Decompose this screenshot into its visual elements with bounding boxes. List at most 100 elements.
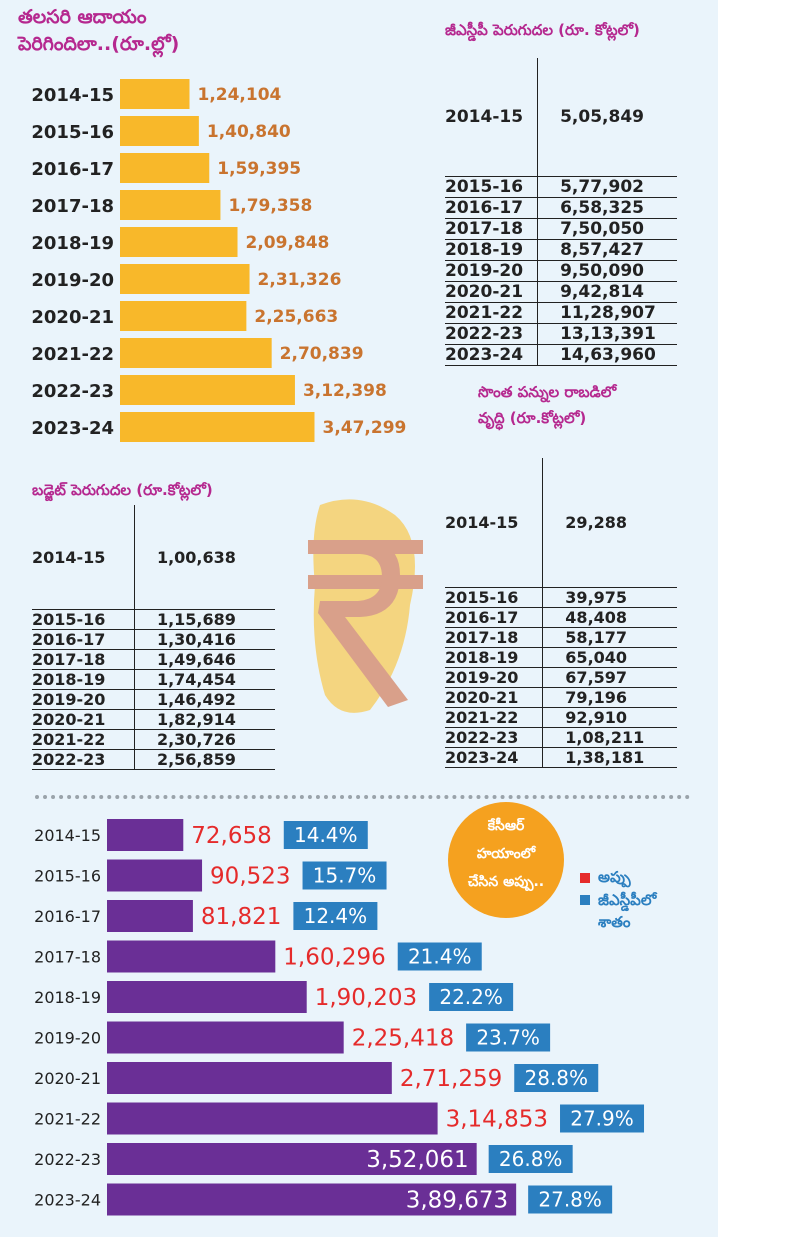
chart2-category-label: 2023-24: [34, 1191, 101, 1210]
table-value: 1,82,914: [134, 709, 275, 730]
table-value: 11,28,907: [537, 302, 677, 324]
badge-line1: కేసీఆర్: [487, 817, 525, 834]
chart1-title: తలసరి ఆదాయం పెరిగిందిలా..(రూ.ల్లో): [18, 4, 179, 57]
table-value: 1,00,638: [134, 505, 275, 610]
chart2-debt-label: 81,821: [201, 904, 281, 930]
tax-table-title-line1: సొంత పన్నుల రాబడిలో: [478, 383, 617, 401]
chart2-category-label: 2020-21: [34, 1069, 101, 1088]
chart1-category-label: 2017-18: [31, 196, 114, 217]
table-row: 2015-16 1,15,689: [32, 609, 275, 630]
table-year: 2020-21: [445, 687, 544, 708]
chart2-bar: [107, 940, 276, 973]
table-value: 5,05,849: [537, 58, 677, 177]
table-year: 2022-23: [445, 323, 539, 345]
table-value: 1,15,689: [134, 609, 275, 630]
legend-swatch-debt: [580, 872, 590, 883]
table-year: 2017-18: [445, 627, 544, 648]
chart1-value-label: 2,70,839: [280, 344, 364, 364]
table-row: 2015-16 5,77,902: [445, 176, 677, 198]
table-year: 2014-15: [32, 505, 135, 610]
chart1-bar: [120, 79, 190, 109]
table-row: 2019-20 67,597: [445, 667, 677, 688]
chart1-category-label: 2020-21: [31, 307, 114, 328]
table-row: 2020-21 1,82,914: [32, 709, 275, 730]
chart1-value-label: 3,12,398: [303, 381, 387, 401]
table-year: 2015-16: [32, 609, 135, 630]
chart2-bar: [107, 981, 307, 1013]
chart2-debt-label: 3,52,061: [366, 1147, 468, 1173]
chart1-category-label: 2021-22: [31, 344, 114, 365]
table-value: 65,040: [542, 647, 677, 668]
chart2-debt-label: 3,14,853: [446, 1107, 548, 1133]
tax-table-title-line2: వృద్ధి (రూ.కోట్లలో): [478, 408, 587, 427]
rupee-icon: [308, 499, 423, 713]
table-year: 2018-19: [32, 669, 135, 690]
table-year: 2022-23: [445, 727, 544, 748]
chart2-pct-label: 23.7%: [476, 1026, 540, 1050]
chart2-pct-label: 15.7%: [313, 864, 377, 888]
table-year: 2018-19: [445, 647, 544, 668]
table-value: 1,49,646: [134, 649, 275, 670]
chart1-category-label: 2014-15: [31, 85, 114, 106]
tax-table-title: సొంత పన్నుల రాబడిలో వృద్ధి (రూ.కోట్లలో): [478, 380, 616, 431]
chart2-pct-label: 27.8%: [538, 1188, 602, 1212]
table-year: 2021-22: [32, 729, 135, 750]
table-row: 2019-20 9,50,090: [445, 260, 677, 282]
chart1-bar: [120, 153, 210, 183]
chart2-debt-label: 72,658: [191, 823, 271, 849]
chart2-bar: [107, 1183, 517, 1216]
table-row: 2015-16 39,975: [445, 587, 677, 608]
table-year: 2014-15: [445, 458, 544, 588]
table-row: 2018-19 8,57,427: [445, 239, 677, 261]
chart2-pct-label: 27.9%: [570, 1107, 634, 1131]
chart2-debt-label: 2,25,418: [352, 1026, 454, 1052]
chart1-value-label: 2,09,848: [246, 233, 330, 253]
chart1-bar: [120, 412, 315, 442]
chart2-pct-label: 26.8%: [499, 1147, 563, 1171]
chart2-pct-label: 21.4%: [408, 945, 472, 969]
table-row: 2016-17 6,58,325: [445, 197, 677, 219]
table-value: 8,57,427: [537, 239, 677, 261]
table-row: 2017-18 7,50,050: [445, 218, 677, 240]
chart2-bar: [107, 859, 203, 892]
table-year: 2018-19: [445, 239, 539, 261]
table-row: 2022-23 1,08,211: [445, 727, 677, 748]
chart1-bar: [120, 116, 199, 146]
table-row: 2018-19 1,74,454: [32, 669, 275, 690]
chart1-bar: [120, 264, 250, 294]
chart2-pct-box: [283, 821, 368, 849]
table-row: 2016-17 1,30,416: [32, 629, 275, 650]
table-year: 2017-18: [32, 649, 135, 670]
table-row: 2017-18 1,49,646: [32, 649, 275, 670]
table-year: 2019-20: [445, 667, 544, 688]
table-value: 2,56,859: [134, 749, 275, 770]
table-row: 2020-21 79,196: [445, 687, 677, 708]
table-year: 2019-20: [445, 260, 539, 282]
chart2-category-label: 2017-18: [34, 948, 101, 967]
chart2-bar: [107, 819, 184, 851]
gsdp-table-title: జీఎస్డీపీ పెరుగుదల (రూ. కోట్లలో): [445, 21, 640, 39]
table-year: 2019-20: [32, 689, 135, 710]
chart2-pct-box: [514, 1064, 599, 1092]
legend-item-debt: అప్పు: [580, 866, 656, 889]
chart2-debt: 2014-15 72,658 14.4% 2015-16 90,523 15.7% 2016…: [34, 819, 645, 1216]
table-row: 2023-24 1,38,181: [445, 747, 677, 768]
chart1-value-label: 1,24,104: [197, 85, 281, 105]
table-row: 2021-22 92,910: [445, 707, 677, 728]
table-row: 2016-17 48,408: [445, 607, 677, 628]
chart1-value-label: 2,25,663: [254, 307, 338, 327]
table-year: 2022-23: [32, 749, 135, 770]
chart1-category-label: 2015-16: [31, 122, 114, 143]
chart1-title-line2: పెరిగిందిలా..(రూ.ల్లో): [18, 32, 180, 55]
chart2-debt-label: 2,71,259: [400, 1066, 502, 1092]
table-year: 2015-16: [445, 587, 544, 608]
chart1-value-label: 1,59,395: [217, 159, 301, 179]
chart2-pct-box: [397, 942, 482, 971]
table-year: 2015-16: [445, 176, 539, 198]
table-row: 2022-23 2,56,859: [32, 749, 275, 770]
gsdp-table: 2014-15 5,05,849 2015-16 5,77,902 2016-17 6,5…: [445, 58, 677, 366]
table-value: 9,50,090: [537, 260, 677, 282]
table-row: 2021-22 2,30,726: [32, 729, 275, 750]
table-year: 2016-17: [445, 607, 544, 628]
chart2-debt-label: 1,60,296: [283, 945, 385, 971]
